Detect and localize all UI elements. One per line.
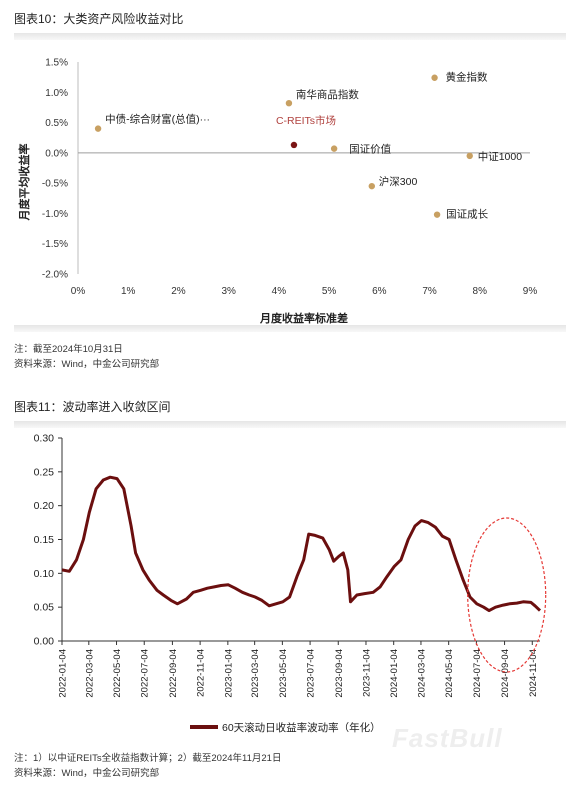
- scatter-x-tick-label: 8%: [473, 286, 488, 297]
- line-y-tick-label: 0.15: [34, 534, 55, 546]
- scatter-x-tick-label: 6%: [372, 286, 387, 297]
- line-x-tick-label: 2022-05-04: [112, 649, 123, 698]
- line-x-tick-label: 2023-05-04: [278, 649, 289, 698]
- line-x-tick-label: 2024-03-04: [416, 649, 427, 698]
- line-y-tick-label: 0.25: [34, 466, 55, 478]
- figure1-title: 图表10：大类资产风险收益对比: [14, 12, 184, 26]
- scatter-point-label: 国证成长: [446, 209, 488, 221]
- scatter-point: [290, 141, 298, 149]
- scatter-point: [285, 99, 293, 107]
- line-x-tick-label: 2024-09-04: [500, 649, 511, 698]
- line-x-tick-label: 2023-11-04: [361, 649, 372, 697]
- scatter-y-tick-label: 0.0%: [45, 148, 68, 159]
- scatter-y-tick-label: -1.0%: [42, 209, 68, 220]
- scatter-y-tick-label: 1.5%: [45, 58, 68, 69]
- scatter-x-tick-label: 5%: [322, 286, 337, 297]
- line-y-tick-label: 0.30: [34, 433, 55, 445]
- figure1-divider: [14, 33, 566, 40]
- scatter-point: [466, 152, 473, 160]
- line-x-tick-label: 2022-01-04: [58, 649, 69, 698]
- scatter-x-tick-label: 4%: [272, 286, 287, 297]
- line-x-tick-label: 2023-01-04: [223, 649, 234, 698]
- line-x-tick-label: 2023-09-04: [334, 649, 345, 698]
- line-y-tick-label: 0.05: [34, 602, 55, 614]
- line-y-tick-label: 0.10: [34, 568, 55, 580]
- fastbull-watermark: FastBull: [392, 723, 503, 753]
- line-x-tick-label: 2024-11-04: [528, 649, 539, 697]
- scatter-point: [330, 145, 338, 152]
- line-y-tick-label: 0.00: [34, 636, 55, 648]
- scatter-x-tick-label: 0%: [71, 286, 86, 297]
- scatter-point-label: 中证1000: [478, 150, 523, 163]
- scatter-y-tick-label: 1.0%: [45, 88, 68, 99]
- scatter-point-label: 南华商品指数: [296, 88, 359, 101]
- figure2-note: 注：1）以中证REITs全收益指数计算；2）截至2024年11月21日: [14, 753, 282, 764]
- scatter-point-label: 中债-综合财富(总值)···: [105, 113, 210, 126]
- figure2-source: 资料来源：Wind，中金公司研究部: [14, 768, 160, 779]
- line-x-tick-label: 2022-07-04: [140, 649, 151, 698]
- scatter-point: [431, 74, 438, 81]
- figure1-bottom-divider: [14, 325, 566, 332]
- scatter-y-tick-label: -2.0%: [42, 270, 68, 281]
- scatter-x-tick-label: 1%: [121, 286, 136, 297]
- figure1-source: 资料来源：Wind，中金公司研究部: [14, 359, 160, 370]
- figure1-note: 注：截至2024年10月31日: [14, 344, 123, 355]
- scatter-x-tick-label: 2%: [171, 286, 186, 297]
- line-x-tick-label: 2024-01-04: [389, 649, 400, 698]
- scatter-x-tick-label: 9%: [523, 286, 538, 297]
- line-x-tick-label: 2023-03-04: [250, 649, 261, 698]
- scatter-x-tick-label: 3%: [221, 286, 236, 297]
- scatter-y-tick-label: -1.5%: [42, 239, 68, 250]
- line-x-tick-label: 2022-11-04: [196, 649, 207, 697]
- convergence-highlight-ellipse: [467, 517, 547, 673]
- volatility-series-line: [61, 475, 542, 613]
- scatter-point-label: 沪深300: [379, 175, 418, 188]
- line-x-tick-label: 2023-07-04: [306, 649, 317, 698]
- scatter-point: [433, 211, 441, 218]
- scatter-y-axis-label: 月度平均收益率: [17, 144, 31, 222]
- line-x-tick-label: 2024-05-04: [444, 649, 455, 698]
- risk-return-scatter-chart: 1.5% 1.0% 0.5% 0.0% -0.5% -1.0% -1.5% -2.0%0% 1%…: [17, 58, 538, 326]
- scatter-x-axis-label: 月度收益率标准差: [259, 311, 348, 325]
- line-y-tick-label: 0.20: [34, 500, 55, 512]
- scatter-point-label: 黄金指数: [446, 71, 488, 84]
- line-x-tick-label: 2022-03-04: [84, 649, 95, 698]
- scatter-y-tick-label: 0.5%: [45, 118, 68, 129]
- line-x-tick-label: 2022-09-04: [168, 649, 179, 698]
- line-x-tick-label: 2024-07-04: [472, 649, 483, 698]
- legend-series-name: 60天滚动日收益率波动率（年化）: [222, 721, 381, 734]
- figure2-title: 图表11：波动率进入收敛区间: [14, 400, 171, 414]
- scatter-x-tick-label: 7%: [422, 286, 437, 297]
- scatter-point-label: C-REITs市场: [276, 114, 336, 127]
- scatter-point-label: 国证价值: [349, 143, 391, 156]
- scatter-point: [368, 182, 375, 190]
- scatter-y-tick-label: -0.5%: [42, 179, 68, 190]
- scatter-point: [94, 125, 102, 132]
- figure2-divider: [14, 421, 566, 428]
